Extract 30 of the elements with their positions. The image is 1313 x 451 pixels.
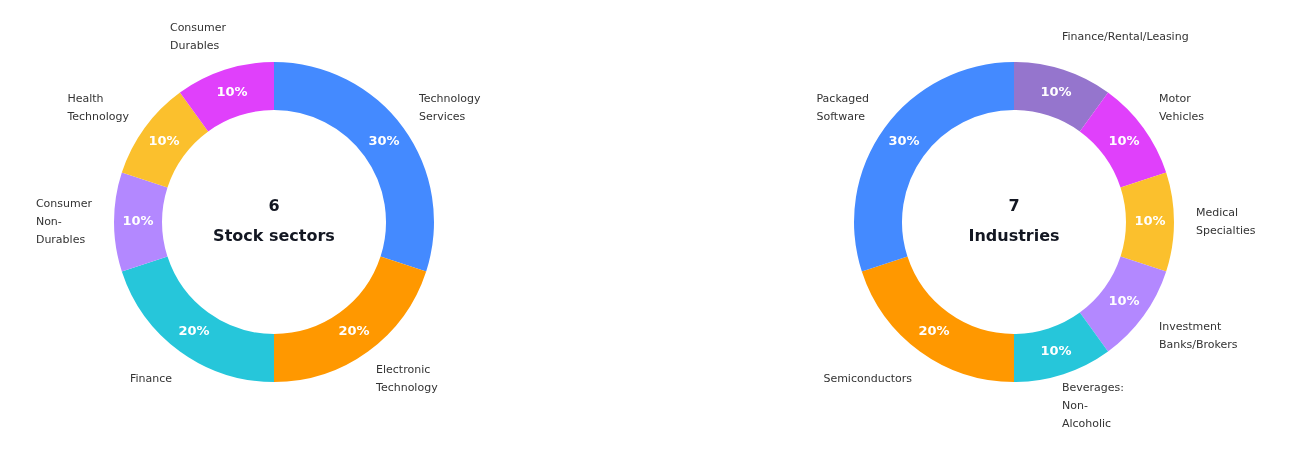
data-label: 10% — [1108, 133, 1140, 149]
slice-label: Investment Banks/Brokers — [1158, 319, 1238, 351]
data-label: 10% — [148, 133, 180, 149]
slice-label: Beverages: Non-Alcoholic — [1061, 381, 1124, 431]
data-label: 20% — [178, 323, 210, 339]
slice-label: Medical Specialties — [1196, 205, 1256, 237]
slice-label: Health Technology — [66, 91, 130, 123]
data-label: 20% — [918, 323, 950, 339]
data-label: 30% — [368, 133, 400, 149]
slice-label: Motor Vehicles — [1158, 91, 1205, 123]
data-label: 10% — [1108, 293, 1140, 309]
data-label: 10% — [216, 84, 248, 100]
slice-label: Finance/Rental/Leasing — [1061, 30, 1189, 44]
slice-label: Finance — [129, 371, 173, 385]
data-label: 20% — [338, 323, 370, 339]
data-label: 10% — [1040, 342, 1072, 358]
slice-label: Semiconductors — [823, 371, 913, 385]
text: 6 — [268, 196, 280, 216]
data-label: 30% — [888, 133, 920, 149]
data-label: 10% — [1040, 84, 1072, 100]
slice-label: Consumer Non-Durables — [35, 196, 93, 246]
slice-label: Electronic Technology — [375, 362, 439, 394]
text: 7 — [1008, 196, 1020, 216]
slice-label: Technology Services — [417, 91, 482, 123]
slice-label: Packaged Software — [816, 91, 870, 123]
slice-label: Consumer Durables — [169, 21, 227, 53]
text: Industries — [968, 226, 1060, 246]
text: Stock sectors — [213, 226, 335, 246]
data-label: 10% — [1134, 213, 1166, 229]
data-label: 10% — [122, 213, 154, 229]
